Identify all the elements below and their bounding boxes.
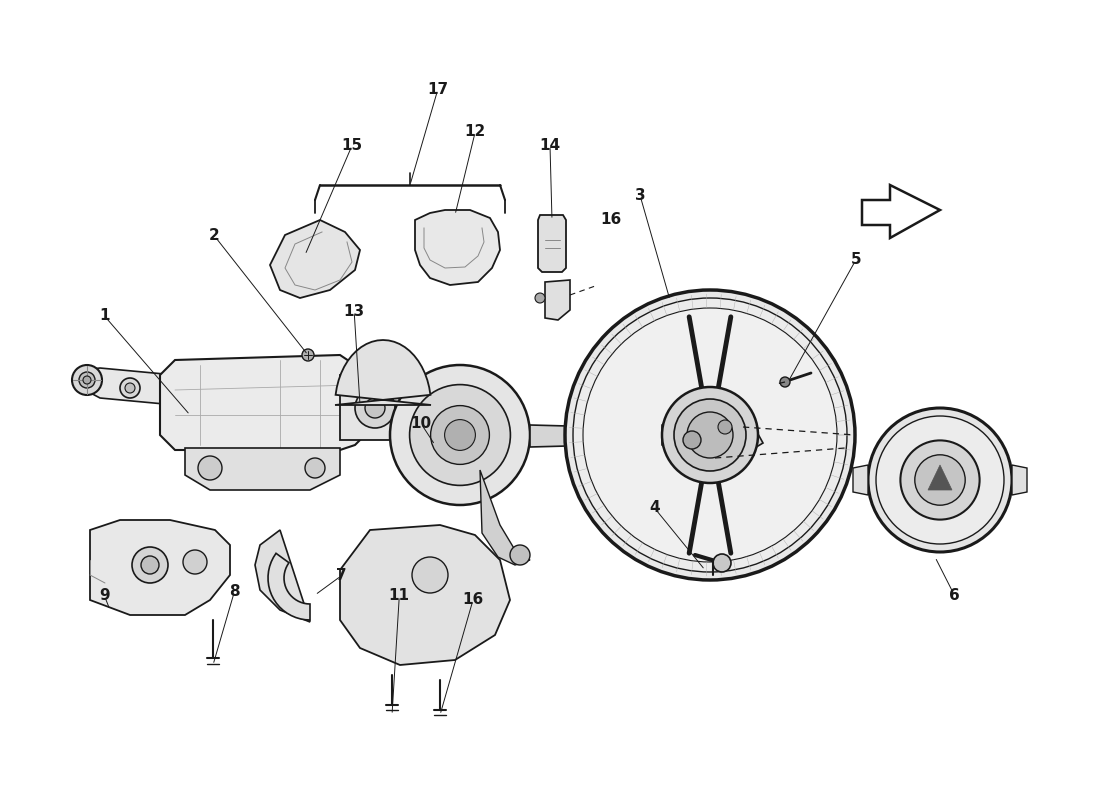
Circle shape (390, 365, 530, 505)
Text: 13: 13 (343, 305, 365, 319)
Circle shape (82, 376, 91, 384)
Circle shape (120, 378, 140, 398)
Text: 11: 11 (388, 589, 410, 603)
Circle shape (198, 456, 222, 480)
Circle shape (718, 420, 732, 434)
Circle shape (573, 298, 847, 572)
Circle shape (868, 408, 1012, 552)
Polygon shape (340, 525, 510, 665)
Circle shape (662, 387, 758, 483)
Text: 2: 2 (209, 229, 220, 243)
Polygon shape (90, 520, 230, 615)
Circle shape (305, 458, 324, 478)
Polygon shape (1012, 465, 1027, 495)
Circle shape (412, 557, 448, 593)
Circle shape (79, 372, 95, 388)
Text: 3: 3 (635, 189, 646, 203)
Circle shape (355, 388, 395, 428)
Text: 6: 6 (949, 589, 960, 603)
Text: 17: 17 (427, 82, 449, 97)
Circle shape (713, 554, 732, 572)
Text: 15: 15 (341, 138, 363, 153)
Text: 1: 1 (99, 309, 110, 323)
Circle shape (444, 419, 475, 450)
Polygon shape (928, 465, 952, 490)
Circle shape (583, 308, 837, 562)
Polygon shape (85, 368, 175, 405)
Polygon shape (185, 448, 340, 490)
Circle shape (510, 545, 530, 565)
Circle shape (683, 431, 701, 449)
Circle shape (365, 398, 385, 418)
Circle shape (141, 556, 160, 574)
Circle shape (125, 383, 135, 393)
Circle shape (183, 550, 207, 574)
Polygon shape (255, 530, 310, 622)
Polygon shape (544, 280, 570, 320)
Text: 12: 12 (464, 125, 486, 139)
Circle shape (409, 385, 510, 486)
Polygon shape (852, 465, 868, 495)
Text: 8: 8 (229, 585, 240, 599)
Text: 4: 4 (649, 501, 660, 515)
Polygon shape (270, 220, 360, 298)
Text: 16: 16 (462, 593, 484, 607)
Text: 16: 16 (600, 213, 621, 227)
Text: 5: 5 (850, 253, 861, 267)
Circle shape (915, 454, 965, 506)
Polygon shape (662, 392, 763, 478)
Text: 14: 14 (539, 138, 561, 153)
Polygon shape (415, 210, 500, 285)
Circle shape (535, 293, 544, 303)
Polygon shape (530, 425, 620, 447)
Text: 10: 10 (410, 417, 432, 431)
Polygon shape (160, 355, 370, 450)
Circle shape (674, 399, 746, 471)
Circle shape (780, 377, 790, 387)
Polygon shape (336, 340, 431, 405)
Circle shape (72, 365, 102, 395)
Text: 7: 7 (336, 569, 346, 583)
Circle shape (606, 424, 630, 448)
Circle shape (565, 290, 855, 580)
Polygon shape (480, 470, 530, 565)
Text: 9: 9 (99, 589, 110, 603)
Circle shape (688, 412, 733, 458)
Circle shape (876, 416, 1004, 544)
Polygon shape (340, 375, 415, 440)
Polygon shape (862, 185, 940, 238)
Circle shape (901, 440, 980, 520)
Circle shape (132, 547, 168, 583)
Polygon shape (538, 215, 566, 272)
Polygon shape (268, 554, 310, 620)
Circle shape (302, 349, 313, 361)
Circle shape (430, 406, 490, 464)
